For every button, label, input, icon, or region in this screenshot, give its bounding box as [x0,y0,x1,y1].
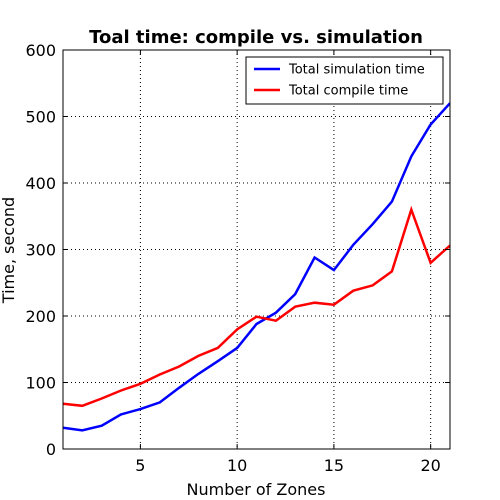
y-tick-label: 100 [25,374,56,393]
y-tick-label: 0 [46,440,56,459]
y-tick-label: 500 [25,108,56,127]
legend-label-1: Total simulation time [288,63,425,78]
series-line-2 [63,205,450,408]
x-axis-label: Number of Zones [187,480,326,499]
series-line-1 [63,102,450,432]
x-tick-label: 5 [135,456,145,475]
y-tick-label: 400 [25,174,56,193]
grid [63,49,450,450]
y-tick-label: 200 [25,307,56,326]
y-tick-label: 600 [25,41,56,60]
y-axis-label: Time, second [0,197,18,304]
x-tick-label: 10 [227,456,247,475]
plot-lines [63,102,450,432]
legend-label-2: Total compile time [288,84,408,99]
x-tick-label: 20 [420,456,440,475]
x-tick-label: 15 [324,456,344,475]
y-tick-label: 300 [25,241,56,260]
legend: Total simulation time Total compile time [245,56,444,105]
legend-box [245,56,444,105]
chart-title: Toal time: compile vs. simulation [89,27,423,48]
